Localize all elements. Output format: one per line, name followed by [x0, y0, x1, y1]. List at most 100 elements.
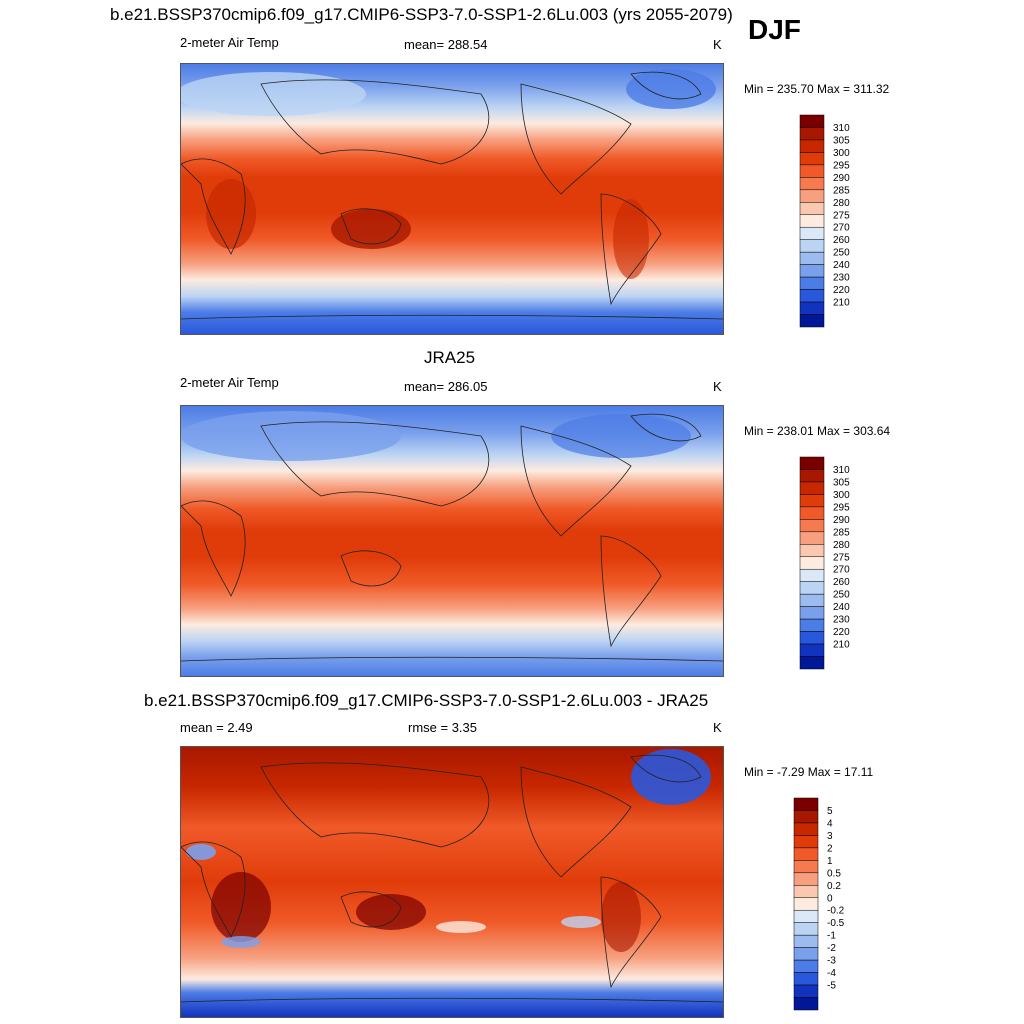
colorbar-label: 285 [833, 185, 850, 196]
colorbar-label: 250 [833, 590, 850, 601]
panel1-variable: 2-meter Air Temp [180, 35, 279, 50]
panel3-colorbar: 5 4 3 2 1 0.5 0.2 0 -0.2 -0.5 -1 -2 -3 -4 -5 [793, 797, 854, 1013]
colorbar-swatch [793, 972, 819, 986]
colorbar-swatch [799, 568, 825, 582]
colorbar-swatch [793, 897, 819, 911]
colorbar-swatch [799, 581, 825, 595]
colorbar-label: -4 [827, 968, 836, 979]
colorbar-swatch [799, 226, 825, 240]
colorbar-label: 210 [833, 640, 850, 651]
colorbar-label: -0.5 [827, 918, 845, 929]
colorbar-swatch [799, 618, 825, 632]
colorbar-swatch [799, 139, 825, 153]
colorbar-swatch [799, 643, 825, 657]
panel2-variable: 2-meter Air Temp [180, 375, 279, 390]
panel2-units: K [713, 379, 722, 394]
coastlines [181, 413, 723, 662]
colorbar-swatch [799, 606, 825, 620]
colorbar-label: 305 [833, 477, 850, 488]
colorbar-swatch [799, 301, 825, 315]
colorbar-label: 4 [827, 818, 833, 829]
colorbar-label: -1 [827, 931, 836, 942]
colorbar-swatch [793, 847, 819, 861]
colorbar-label: 275 [833, 210, 850, 221]
panel3-units: K [713, 720, 722, 735]
colorbar-label: 1 [827, 856, 833, 867]
panel3-title: b.e21.BSSP370cmip6.f09_g17.CMIP6-SSP3-7.… [144, 691, 709, 710]
colorbar-label: 270 [833, 565, 850, 576]
colorbar-swatch [799, 289, 825, 303]
colorbar-swatch [793, 959, 819, 973]
colorbar-label: 220 [833, 627, 850, 638]
coastlines [181, 754, 723, 1003]
colorbar-label: 240 [833, 260, 850, 271]
colorbar-label: 300 [833, 148, 850, 159]
colorbar-swatch [799, 494, 825, 508]
colorbar-swatch [799, 239, 825, 253]
colorbar-label: 2 [827, 843, 833, 854]
panel2-minmax: Min = 238.01 Max = 303.64 [744, 424, 891, 438]
colorbar-label: 0.2 [827, 881, 841, 892]
colorbar-swatch [799, 556, 825, 570]
colorbar-swatch [799, 152, 825, 166]
season-label: DJF [748, 14, 801, 45]
colorbar-swatch [793, 997, 819, 1011]
panel3-map-field [181, 747, 723, 1017]
colorbar-label: 290 [833, 515, 850, 526]
colorbar-swatch [793, 922, 819, 936]
colorbar-label: 280 [833, 540, 850, 551]
panel2-title: JRA25 [424, 348, 476, 367]
colorbar-swatch [799, 519, 825, 533]
colorbar-swatch [793, 822, 819, 836]
colorbar-swatch [793, 984, 819, 998]
colorbar-label: -5 [827, 981, 836, 992]
colorbar-swatch [799, 314, 825, 328]
colorbar-label: 295 [833, 160, 850, 171]
colorbar-label: 300 [833, 490, 850, 501]
colorbar-label: 275 [833, 552, 850, 563]
colorbar-swatch [799, 469, 825, 483]
colorbar-swatch [799, 189, 825, 203]
panel1-mean: mean= 288.54 [404, 37, 488, 52]
colorbar-label: 0.5 [827, 868, 841, 879]
colorbar-swatch [799, 264, 825, 278]
colorbar-swatch [799, 127, 825, 141]
panel1-map [180, 63, 724, 335]
colorbar-label: 310 [833, 465, 850, 476]
colorbar-swatch [793, 872, 819, 886]
colorbar-label: 260 [833, 577, 850, 588]
colorbar-label: 260 [833, 235, 850, 246]
coastlines [181, 71, 723, 320]
colorbar-swatch [799, 531, 825, 545]
colorbar-swatch [799, 456, 825, 470]
colorbar-swatch [799, 506, 825, 520]
panel3-rmse: rmse = 3.35 [408, 720, 478, 735]
colorbar-label: 230 [833, 273, 850, 284]
colorbar-label: 305 [833, 135, 850, 146]
panel3-map [180, 746, 724, 1018]
colorbar-swatch [793, 947, 819, 961]
panel2-map [180, 405, 724, 677]
colorbar-label: 240 [833, 602, 850, 613]
colorbar-swatch [799, 114, 825, 128]
colorbar-swatch [799, 214, 825, 228]
colorbar-label: 3 [827, 831, 833, 842]
colorbar-swatch [799, 631, 825, 645]
colorbar-swatch [799, 251, 825, 265]
panel1-minmax: Min = 235.70 Max = 311.32 [744, 82, 890, 96]
colorbar-swatch [799, 276, 825, 290]
colorbar-label: 280 [833, 198, 850, 209]
panel1-title: b.e21.BSSP370cmip6.f09_g17.CMIP6-SSP3-7.… [110, 5, 733, 24]
colorbar-swatch [793, 797, 819, 811]
colorbar-swatch [799, 164, 825, 178]
colorbar-label: 5 [827, 806, 833, 817]
colorbar-swatch [799, 202, 825, 216]
colorbar-swatch [799, 481, 825, 495]
colorbar-label: -2 [827, 943, 836, 954]
colorbar-label: 310 [833, 123, 850, 134]
colorbar-label: 210 [833, 298, 850, 309]
colorbar-swatch [793, 934, 819, 948]
colorbar-swatch [793, 810, 819, 824]
colorbar-swatch [793, 835, 819, 849]
colorbar-label: 270 [833, 223, 850, 234]
